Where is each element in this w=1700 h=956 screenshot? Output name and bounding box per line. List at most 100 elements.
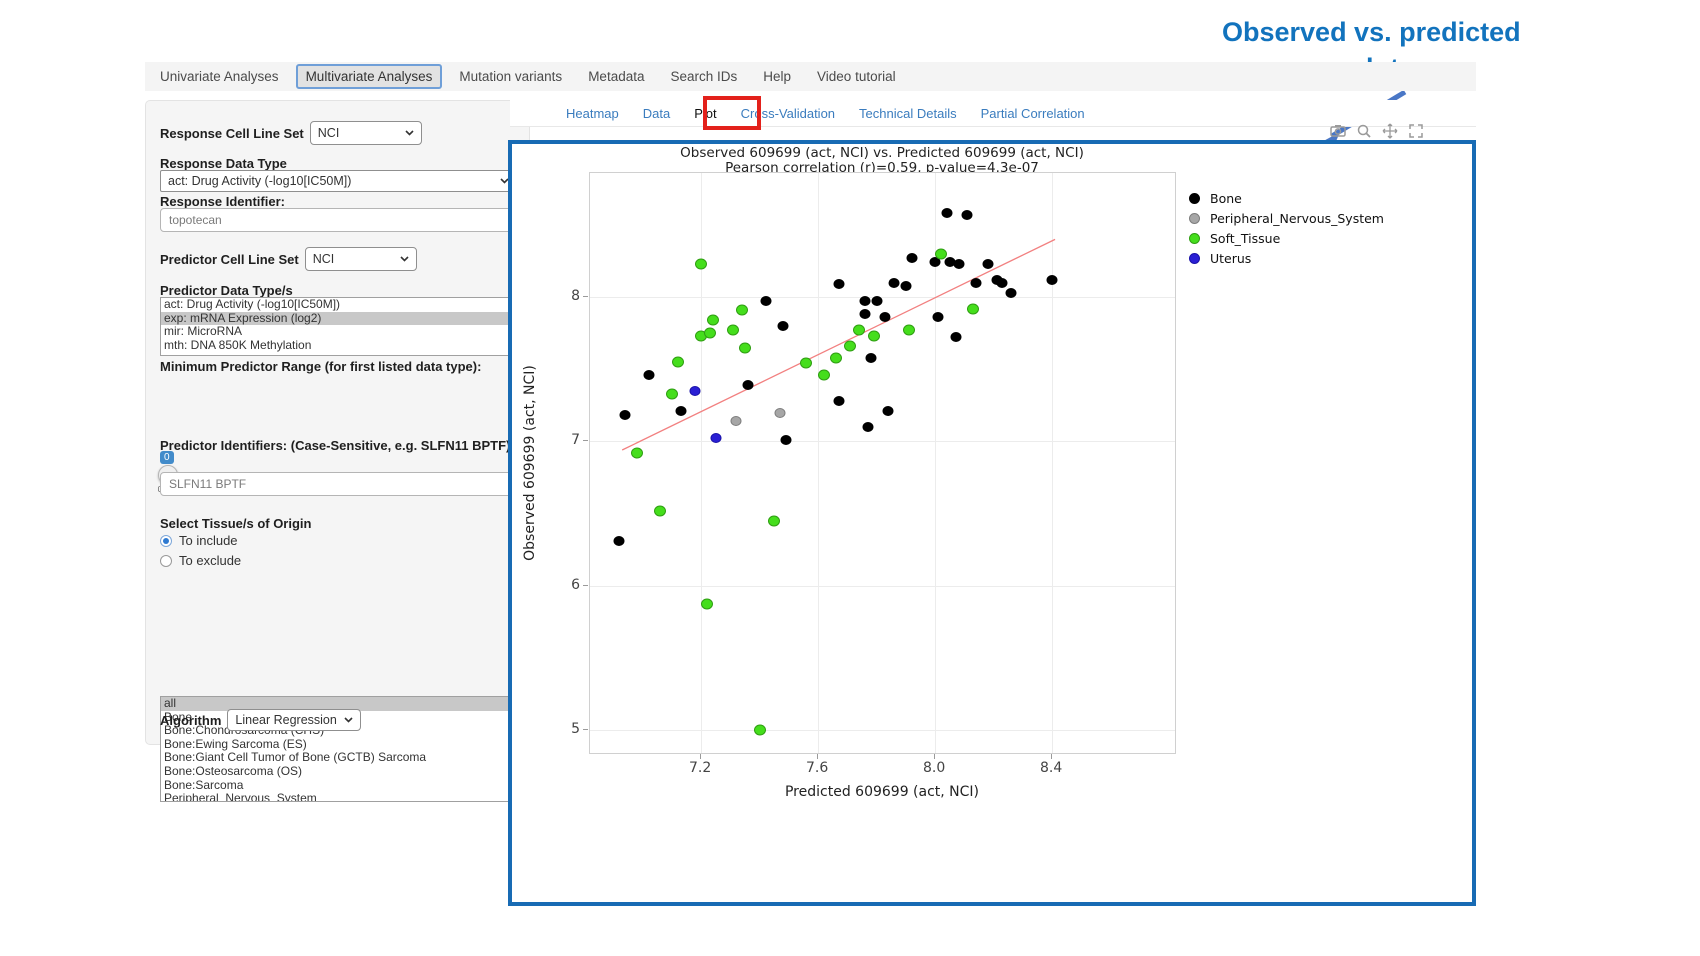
subtab-cross-validation[interactable]: Cross-Validation bbox=[740, 105, 836, 121]
data-point-bone[interactable] bbox=[619, 410, 631, 421]
response-identifier-input[interactable] bbox=[160, 208, 543, 232]
list-option-act-drug-activity-log10-ic50m[interactable]: act: Drug Activity (-log10[IC50M]) bbox=[164, 297, 341, 311]
data-point-soft-tissue[interactable] bbox=[665, 388, 678, 400]
data-point-bone[interactable] bbox=[613, 535, 625, 546]
data-point-soft-tissue[interactable] bbox=[768, 515, 781, 527]
data-point-bone[interactable] bbox=[1046, 274, 1058, 285]
data-point-bone[interactable] bbox=[970, 277, 982, 288]
data-point-bone[interactable] bbox=[961, 209, 973, 220]
data-point-bone[interactable] bbox=[760, 296, 771, 307]
data-point-bone[interactable] bbox=[833, 279, 845, 290]
predictor-data-types-listbox[interactable]: act: Drug Activity (-log10[IC50M]) exp: m… bbox=[160, 297, 519, 356]
nav-tab-video-tutorial[interactable]: Video tutorial bbox=[817, 69, 896, 84]
data-point-soft-tissue[interactable] bbox=[736, 304, 749, 316]
radio-circle-to-include[interactable] bbox=[160, 534, 172, 547]
data-point-soft-tissue[interactable] bbox=[853, 324, 866, 336]
data-point-soft-tissue[interactable] bbox=[654, 505, 667, 517]
data-point-soft-tissue[interactable] bbox=[844, 340, 857, 352]
data-point-bone[interactable] bbox=[982, 258, 994, 269]
data-point-soft-tissue[interactable] bbox=[695, 258, 708, 270]
data-point-bone[interactable] bbox=[953, 258, 965, 269]
list-option-bone-ewing-sarcoma-es[interactable]: Bone:Ewing Sarcoma (ES) bbox=[164, 736, 307, 751]
data-point-bone[interactable] bbox=[879, 312, 891, 323]
legend-item-peripheral-nervous-system[interactable]: Peripheral_Nervous_System bbox=[1189, 208, 1384, 228]
predictor-identifiers-input[interactable] bbox=[160, 472, 543, 496]
data-point-bone[interactable] bbox=[996, 277, 1008, 288]
data-point-bone[interactable] bbox=[941, 208, 953, 219]
data-point-peripheral-nervous-system[interactable] bbox=[730, 416, 742, 427]
nav-tab-search-ids[interactable]: Search IDs bbox=[670, 69, 738, 84]
algorithm-select[interactable]: Linear Regression bbox=[227, 709, 362, 731]
data-point-soft-tissue[interactable] bbox=[829, 352, 842, 364]
data-point-bone[interactable] bbox=[950, 332, 962, 343]
data-point-soft-tissue[interactable] bbox=[701, 598, 713, 610]
legend-item-soft-tissue[interactable]: Soft_Tissue bbox=[1189, 228, 1384, 248]
nav-tab-metadata[interactable]: Metadata bbox=[588, 69, 645, 84]
list-option-bone-sarcoma[interactable]: Bone:Sarcoma bbox=[164, 777, 244, 792]
data-point-soft-tissue[interactable] bbox=[818, 369, 830, 381]
data-point-bone[interactable] bbox=[777, 320, 789, 331]
response-cell-line-set-select[interactable]: NCI bbox=[309, 121, 422, 145]
list-option-bone-osteosarcoma-os[interactable]: Bone:Osteosarcoma (OS) bbox=[164, 763, 303, 778]
nav-tab-multivariate-analyses[interactable]: Multivariate Analyses bbox=[295, 64, 443, 89]
data-point-peripheral-nervous-system[interactable] bbox=[774, 407, 786, 418]
zoom-icon[interactable] bbox=[1356, 123, 1372, 139]
camera-icon[interactable] bbox=[1330, 123, 1346, 139]
data-point-soft-tissue[interactable] bbox=[727, 324, 740, 336]
data-point-soft-tissue[interactable] bbox=[935, 248, 947, 260]
data-point-bone[interactable] bbox=[742, 380, 754, 391]
list-option-mir-microrna[interactable]: mir: MicroRNA bbox=[164, 324, 242, 339]
data-point-soft-tissue[interactable] bbox=[739, 342, 752, 354]
nav-tab-mutation-variants[interactable]: Mutation variants bbox=[459, 69, 563, 84]
pan-icon[interactable] bbox=[1382, 123, 1398, 139]
data-point-bone[interactable] bbox=[906, 253, 918, 264]
list-option-exp-mrna-expression-log2[interactable]: exp: mRNA Expression (log2) bbox=[161, 311, 518, 326]
data-point-soft-tissue[interactable] bbox=[703, 327, 716, 339]
radio-to-exclude[interactable]: To exclude bbox=[160, 553, 517, 568]
data-point-bone[interactable] bbox=[780, 434, 792, 445]
autoscale-icon[interactable] bbox=[1408, 123, 1424, 139]
data-point-bone[interactable] bbox=[882, 406, 894, 417]
subtab-partial-correlation[interactable]: Partial Correlation bbox=[980, 105, 1085, 121]
data-point-bone[interactable] bbox=[932, 312, 944, 323]
data-point-bone[interactable] bbox=[675, 406, 687, 417]
data-point-bone[interactable] bbox=[833, 395, 845, 406]
data-point-bone[interactable] bbox=[1005, 287, 1017, 298]
list-option-mth-dna-850k-methylation[interactable]: mth: DNA 850K Methylation bbox=[164, 337, 312, 352]
data-point-soft-tissue[interactable] bbox=[967, 303, 980, 315]
data-point-soft-tissue[interactable] bbox=[867, 330, 880, 342]
subtab-heatmap[interactable]: Heatmap bbox=[566, 105, 619, 121]
legend-item-bone[interactable]: Bone bbox=[1189, 188, 1384, 208]
data-point-bone[interactable] bbox=[871, 296, 883, 307]
predictor-cell-line-set-select[interactable]: NCI bbox=[304, 247, 417, 271]
subtab-technical-details[interactable]: Technical Details bbox=[859, 105, 957, 121]
plot-area[interactable] bbox=[589, 172, 1176, 754]
data-point-bone[interactable] bbox=[865, 352, 877, 363]
list-option-bone-giant-cell-tumor-of-bone-gctb-sarcoma[interactable]: Bone:Giant Cell Tumor of Bone (GCTB) Sar… bbox=[164, 750, 427, 765]
data-point-bone[interactable] bbox=[900, 280, 912, 291]
data-point-bone[interactable] bbox=[862, 421, 874, 432]
radio-to-include[interactable]: To include bbox=[160, 533, 517, 548]
data-point-bone[interactable] bbox=[888, 277, 900, 288]
list-option-bone[interactable]: Bone bbox=[164, 709, 193, 724]
data-point-soft-tissue[interactable] bbox=[671, 356, 684, 368]
data-point-bone[interactable] bbox=[859, 309, 871, 320]
nav-tab-help[interactable]: Help bbox=[763, 69, 792, 84]
data-point-uterus[interactable] bbox=[710, 433, 722, 444]
radio-circle-to-exclude[interactable] bbox=[160, 554, 172, 567]
data-point-soft-tissue[interactable] bbox=[630, 447, 643, 459]
response-data-type-select[interactable]: act: Drug Activity (-log10[IC50M]) bbox=[160, 170, 517, 192]
data-point-bone[interactable] bbox=[643, 369, 654, 380]
data-point-bone[interactable] bbox=[929, 257, 941, 268]
subtab-data[interactable]: Data bbox=[642, 105, 671, 121]
data-point-soft-tissue[interactable] bbox=[800, 357, 813, 369]
data-point-soft-tissue[interactable] bbox=[902, 324, 915, 336]
data-point-soft-tissue[interactable] bbox=[706, 314, 719, 326]
list-option-all[interactable]: all bbox=[161, 697, 518, 711]
list-option-peripheral-nervous-system[interactable]: Peripheral_Nervous_System bbox=[164, 791, 317, 802]
nav-tab-univariate-analyses[interactable]: Univariate Analyses bbox=[160, 69, 279, 84]
data-point-uterus[interactable] bbox=[689, 385, 701, 396]
data-point-soft-tissue[interactable] bbox=[753, 724, 766, 736]
legend-item-uterus[interactable]: Uterus bbox=[1189, 248, 1384, 268]
data-point-bone[interactable] bbox=[859, 296, 871, 307]
